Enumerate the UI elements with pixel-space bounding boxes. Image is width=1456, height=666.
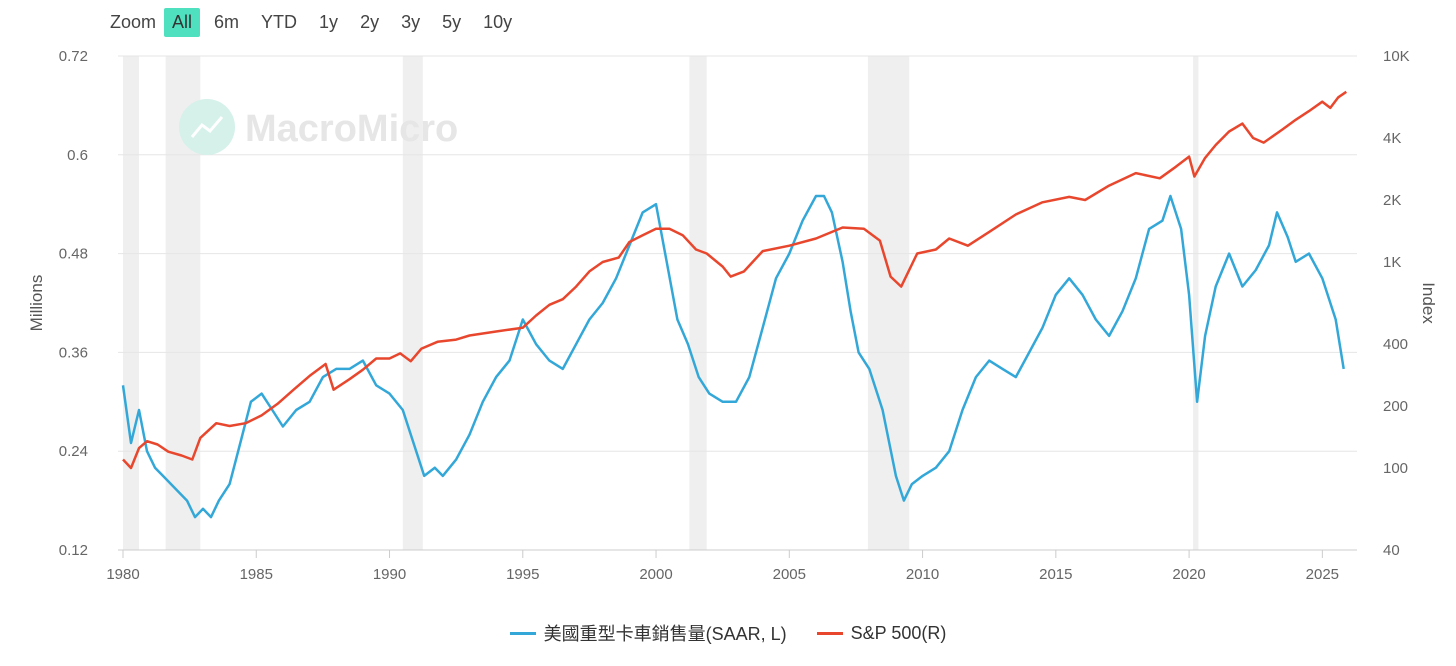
legend: 美國重型卡車銷售量(SAAR, L) S&P 500(R) — [0, 620, 1456, 646]
x-tick-0: 1980 — [106, 566, 139, 583]
zoom-10y-button[interactable]: 10y — [483, 11, 513, 32]
zoom-6m-button[interactable]: 6m — [214, 11, 240, 32]
series-lines — [121, 90, 1348, 519]
y-tick-left-5: 0.12 — [59, 542, 88, 559]
zoom-all-button[interactable]: All — [164, 7, 201, 37]
watermark-text: MacroMicro — [245, 108, 458, 150]
zoom-2y-button[interactable]: 2y — [360, 11, 380, 32]
y-tick-right-6: 100 — [1383, 460, 1408, 477]
y-tick-right-0: 10K — [1383, 48, 1410, 65]
x-tick-7: 2015 — [1039, 566, 1072, 583]
x-tick-3: 1995 — [506, 566, 539, 583]
y-tick-left-4: 0.24 — [59, 443, 88, 460]
y-tick-right-3: 1K — [1383, 254, 1401, 271]
y-axis-title-left: Millions — [27, 275, 46, 332]
x-tick-2: 1990 — [373, 566, 406, 583]
watermark-trend-icon — [190, 116, 224, 138]
legend-label-truck-sales: 美國重型卡車銷售量(SAAR, L) — [543, 624, 787, 644]
legend-swatch-truck-sales — [509, 631, 536, 635]
recession-band-0 — [123, 56, 139, 550]
recession-band-5 — [1193, 56, 1199, 550]
zoom-5y-button[interactable]: 5y — [442, 11, 462, 32]
zoom-1y-button[interactable]: 1y — [319, 11, 339, 32]
recession-band-3 — [689, 56, 707, 550]
series-line-truck-sales[interactable] — [121, 194, 1345, 519]
zoom-bar: Zoom All 6m YTD 1y 2y 3y 5y 10y — [110, 6, 526, 38]
y-tick-left-2: 0.48 — [59, 246, 88, 263]
legend-swatch-sp500 — [816, 631, 843, 635]
y-tick-right-7: 40 — [1383, 542, 1400, 559]
legend-item-truck-sales[interactable]: 美國重型卡車銷售量(SAAR, L) — [509, 620, 787, 646]
zoom-ytd-button[interactable]: YTD — [261, 11, 298, 32]
x-tick-5: 2005 — [773, 566, 806, 583]
y-tick-right-1: 4K — [1383, 130, 1401, 147]
x-tick-9: 2025 — [1306, 566, 1339, 583]
y-tick-right-4: 400 — [1383, 336, 1408, 353]
x-tick-6: 2010 — [906, 566, 939, 583]
y-tick-left-1: 0.6 — [67, 147, 88, 164]
y-axis-title-right: Index — [1419, 282, 1438, 324]
series-line-sp500[interactable] — [122, 90, 1348, 470]
y-tick-left-3: 0.36 — [59, 344, 88, 361]
zoom-label: Zoom — [110, 11, 157, 32]
y-tick-left-0: 0.72 — [59, 48, 88, 65]
axes: 0.72 0.6 0.48 0.36 0.24 0.12 10K 4K 2K 1K 400 200 10… — [59, 48, 1410, 583]
x-tick-8: 2020 — [1172, 566, 1205, 583]
x-tick-4: 2000 — [639, 566, 672, 583]
legend-item-sp500[interactable]: S&P 500(R) — [816, 622, 947, 644]
chart-area: MacroMicro 0.72 0.6 0.48 0.36 0.24 0.12 10K 4K 2… — [27, 48, 1438, 583]
y-tick-right-5: 200 — [1383, 398, 1408, 415]
recession-band-4 — [867, 56, 910, 550]
zoom-3y-button[interactable]: 3y — [401, 11, 421, 32]
x-tick-1: 1985 — [240, 566, 273, 583]
watermark: MacroMicro — [179, 99, 458, 155]
legend-label-sp500: S&P 500(R) — [850, 622, 947, 643]
y-tick-right-2: 2K — [1383, 192, 1401, 209]
